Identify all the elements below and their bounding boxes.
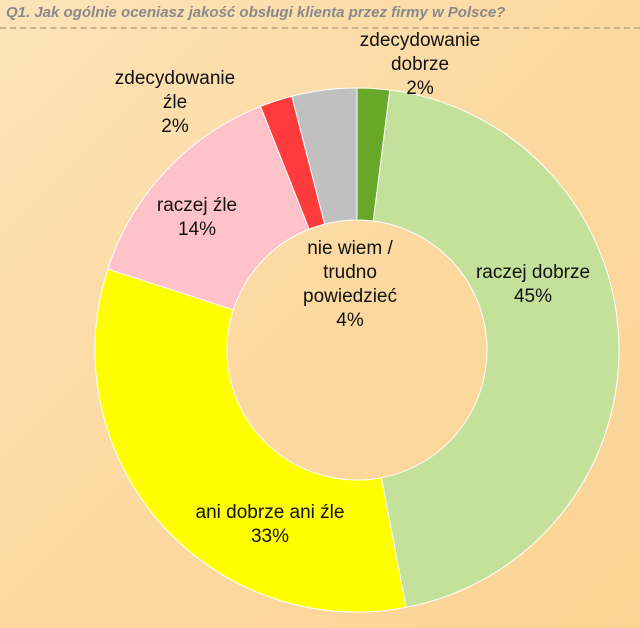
category-name: zdecydowanie źle	[114, 68, 236, 113]
category-name: ani dobrze ani źle	[195, 502, 345, 523]
chart-title: Q1. Jak ogólnie oceniasz jakość obsługi …	[6, 4, 506, 21]
value-label: 4%	[336, 310, 364, 331]
value-label: 2%	[406, 78, 434, 99]
donut-slice	[372, 89, 620, 608]
slice-label: raczej źle 14%	[122, 194, 272, 242]
value-label: 33%	[250, 526, 290, 547]
slice-label: ani dobrze ani źle 33%	[195, 501, 345, 549]
title-rule	[0, 27, 640, 29]
donut-slice	[107, 105, 310, 311]
value-label: 2%	[161, 116, 189, 137]
donut-slice	[94, 268, 407, 613]
category-name: zdecydowanie dobrze	[359, 30, 481, 75]
category-name: raczej dobrze	[475, 262, 591, 283]
donut-slice	[291, 87, 358, 225]
slice-label: zdecydowanie źle 2%	[100, 67, 250, 139]
value-label: 14%	[177, 219, 217, 240]
slice-label: zdecydowanie dobrze 2%	[345, 29, 495, 101]
category-name: raczej źle	[156, 195, 238, 216]
value-label: 45%	[513, 286, 553, 307]
slice-label: nie wiem / trudno powiedzieć 4%	[290, 237, 410, 333]
category-name: nie wiem / trudno powiedzieć	[303, 238, 397, 307]
slice-label: raczej dobrze 45%	[458, 261, 608, 309]
